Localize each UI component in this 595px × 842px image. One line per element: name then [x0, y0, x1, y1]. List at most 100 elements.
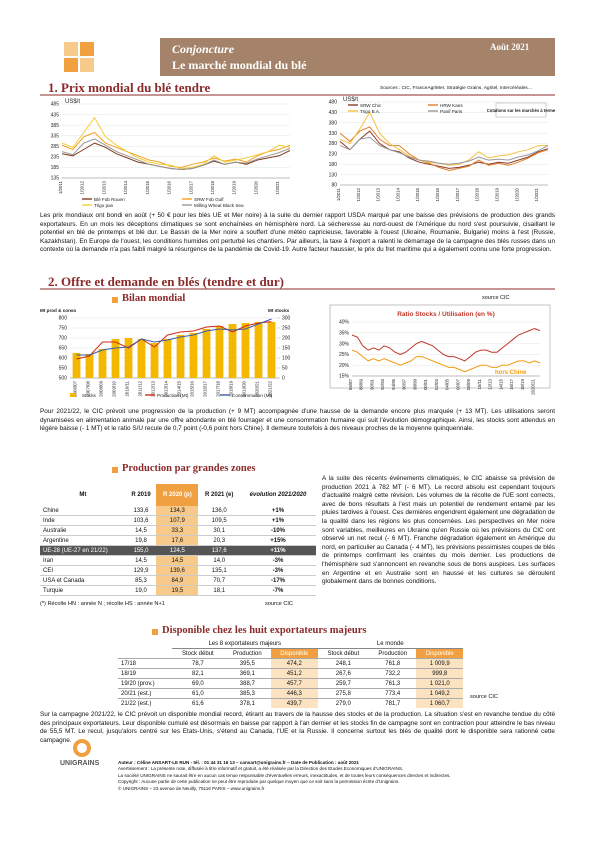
table-cell: Chine: [40, 506, 126, 516]
x-tick-label: 1/2011: [336, 187, 341, 201]
table-wrap: Mt R 2019 R 2020 (p) R 2021 (e) évolution 20…: [40, 484, 316, 596]
x-tick-label: 1/2021: [275, 180, 280, 194]
table-header: Stock début Production Disponible Stock déb…: [118, 648, 463, 659]
x-tick-label: 1/2012: [80, 180, 85, 194]
table-cell: -10%: [240, 525, 316, 536]
table-cell: 457,7: [271, 678, 318, 689]
table-cell: Argentine: [40, 535, 126, 546]
table-cell: 14,5: [125, 525, 157, 536]
x-tick-label: 92/93: [380, 378, 385, 390]
y-tick-label: 15%: [339, 374, 350, 380]
table-cell: 17,6: [156, 535, 199, 546]
legend-label: HRW Kans: [440, 103, 463, 108]
y-tick-label: 135: [51, 176, 60, 182]
table-row: Iran 14,5 14,5 14,0 -3%: [40, 555, 316, 566]
table-cell: 1 060,7: [416, 698, 463, 708]
y-tick-label: 35%: [339, 331, 350, 337]
bar: [189, 333, 198, 378]
table-cell: 61,0: [172, 688, 224, 699]
header-cell: R 2019: [131, 492, 151, 498]
y2-tick-label: 150: [282, 346, 291, 352]
paragraph: Pour 2021/22, le CIC prévoit une progres…: [40, 408, 555, 433]
line: [61, 116, 291, 170]
y-tick-label: 800: [59, 316, 68, 322]
x-tick-label: 1/2019: [232, 180, 237, 194]
bar: [111, 339, 120, 378]
header-cell: Disponible: [271, 648, 318, 659]
table-row: 18/19 82,1 369,1 451,2 267,6 732,2 999,8: [118, 668, 463, 679]
table-cell: 267,6: [317, 668, 370, 679]
banner: [160, 38, 555, 76]
corner-cell: [118, 639, 172, 649]
table-cell: 155,0: [125, 545, 157, 556]
bar: [215, 326, 224, 378]
table-row: Inde 103,6 107,9 109,5 +1%: [40, 515, 316, 526]
table-cell: 85,3: [125, 575, 157, 586]
table-cell: UE-28 (UE-27 en 21/22): [40, 545, 126, 556]
table-cell: 275,8: [317, 688, 370, 699]
table-cell: 369,1: [223, 668, 272, 679]
x-tick-label: 2015/16: [190, 380, 195, 396]
table-cell: 474,2: [271, 658, 318, 669]
bar: [267, 322, 276, 378]
table-cell: 761,8: [369, 658, 417, 669]
x-tick-label: 1/2015: [145, 180, 150, 194]
bar: [124, 338, 133, 378]
table-cell: 84,9: [156, 575, 199, 586]
legend-label: hors Chine: [495, 370, 527, 376]
table-cell: 14,5: [125, 555, 157, 566]
footer-line: Avertissement : La présente note, diffus…: [118, 766, 404, 772]
table-cell: -7%: [240, 585, 316, 596]
bar: [176, 335, 185, 378]
table-cell: -3%: [240, 555, 316, 566]
table-cell: 248,1: [317, 658, 370, 669]
x-tick-label: 00/01: [423, 378, 428, 390]
header-cell: Mt: [79, 492, 87, 498]
table-cell: Iran: [40, 555, 126, 566]
subheading: Disponible chez les huit exportateurs ma…: [162, 625, 367, 636]
x-tick-label: 1/2016: [167, 180, 172, 194]
source: source CIC: [482, 295, 510, 301]
paragraph: A la suite des récents événements climat…: [322, 475, 555, 586]
table-cell: CEI: [40, 565, 126, 576]
line: [339, 126, 549, 172]
header-cell: Stock début: [182, 650, 214, 657]
y-tick-label: 30%: [339, 341, 350, 347]
header-cell: Stock début: [327, 650, 360, 657]
line: [351, 327, 541, 362]
legend-label: SRW Fob Gulf: [194, 197, 224, 202]
y2-tick-label: 250: [282, 326, 291, 332]
y-tick-label: 480: [329, 100, 338, 106]
line: [339, 136, 549, 165]
subheading: Production par grandes zones: [122, 463, 256, 474]
table-cell: 439,7: [271, 698, 318, 708]
x-tick-label: 08/09: [466, 378, 471, 390]
table-cell: +1%: [240, 506, 316, 516]
table-cell: 773,4: [369, 688, 417, 699]
y2-tick-label: 100: [282, 356, 291, 362]
table-cell: -17%: [240, 575, 316, 586]
legend-label: Blé Fob Rouen: [94, 197, 125, 202]
x-tick-label: 2020/21: [531, 378, 536, 394]
title: Conjoncture: [172, 42, 235, 56]
y-tick-label: 335: [51, 133, 60, 139]
x-tick-label: 14/15: [498, 378, 503, 390]
legend-label: Trigo pan: [94, 203, 114, 208]
bar: [72, 353, 81, 378]
chart-title: Ratio Stocks / Utilisation (en %): [397, 311, 495, 318]
line: [61, 131, 291, 168]
table-cell: 70,7: [198, 575, 241, 586]
x-tick-label: 98/99: [412, 378, 417, 390]
y-tick-label: 20%: [339, 363, 350, 369]
legend-swatch: [70, 393, 76, 397]
table-cell: 137,6: [198, 545, 241, 556]
table-cell: 18/19: [118, 668, 173, 679]
table-cell: 378,1: [223, 698, 272, 708]
x-tick-label: 10/11: [477, 378, 482, 389]
x-tick-label: 2021/22: [268, 380, 273, 396]
x-tick-label: 94/95: [391, 378, 396, 390]
table-cell: 30,1: [198, 525, 241, 536]
line: [61, 138, 291, 171]
source: source CIC: [265, 601, 293, 607]
